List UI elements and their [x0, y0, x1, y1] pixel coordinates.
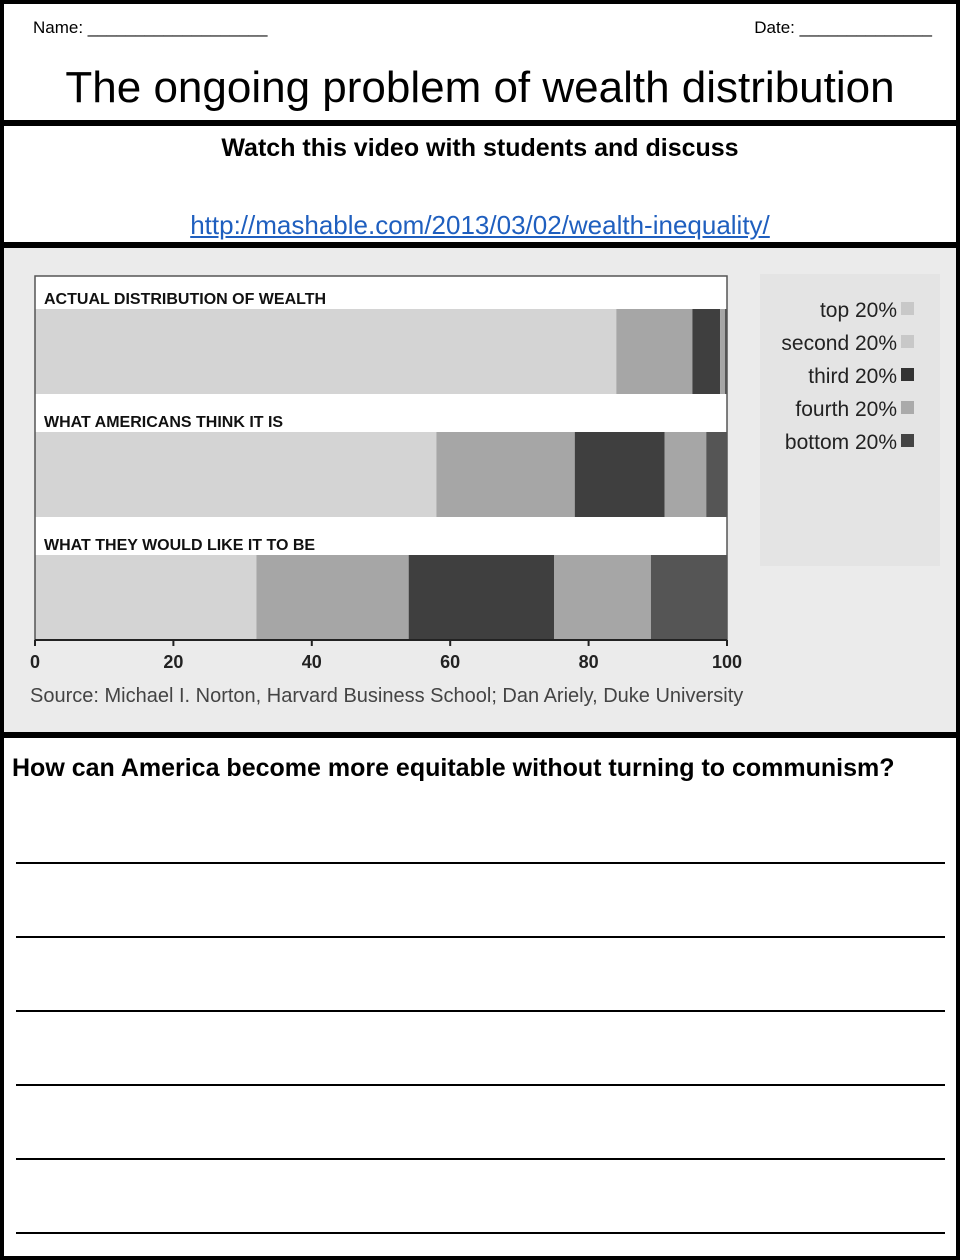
answer-line[interactable]: [16, 936, 945, 938]
legend-label: bottom 20%: [785, 431, 897, 454]
bar-segment: [724, 309, 727, 394]
header-section: Name: ___________________ Date: ________…: [4, 4, 956, 120]
legend-swatch: [901, 368, 914, 381]
legend-swatch: [901, 434, 914, 447]
bar-segment: [574, 432, 665, 517]
x-tick-label: 80: [579, 652, 599, 672]
legend-swatch: [901, 401, 914, 414]
section-divider: [4, 242, 956, 248]
row-label: WHAT AMERICANS THINK IT IS: [44, 414, 283, 431]
section-divider: [4, 732, 956, 738]
chart-source: Source: Michael I. Norton, Harvard Busin…: [30, 685, 743, 707]
question-section: How can America become more equitable wi…: [4, 738, 956, 1260]
x-tick-label: 20: [163, 652, 183, 672]
x-tick-label: 100: [712, 652, 742, 672]
bar-segment: [616, 309, 693, 394]
name-field[interactable]: Name: ___________________: [33, 18, 268, 37]
legend-label: top 20%: [820, 299, 897, 322]
chart-section: ACTUAL DISTRIBUTION OF WEALTH WHAT AMERIC…: [4, 248, 956, 732]
answer-line[interactable]: [16, 1158, 945, 1160]
x-tick-label: 0: [30, 652, 40, 672]
row-label: WHAT THEY WOULD LIKE IT TO BE: [44, 537, 315, 554]
bar-segment: [35, 555, 257, 640]
bar-segment: [35, 432, 437, 517]
video-section: Watch this video with students and discu…: [4, 126, 956, 242]
section-divider: [4, 120, 956, 126]
wealth-distribution-chart: ACTUAL DISTRIBUTION OF WEALTH WHAT AMERIC…: [4, 248, 956, 732]
bar-segment: [35, 309, 617, 394]
bar-segment: [720, 309, 725, 394]
legend-swatch: [901, 335, 914, 348]
discussion-question: How can America become more equitable wi…: [12, 754, 895, 782]
bar-segment: [664, 432, 707, 517]
chart-canvas: ACTUAL DISTRIBUTION OF WEALTH WHAT AMERIC…: [4, 248, 956, 732]
answer-line[interactable]: [16, 1084, 945, 1086]
date-field[interactable]: Date: ______________: [754, 18, 932, 37]
legend-label: third 20%: [808, 365, 897, 388]
bar-segment: [408, 555, 554, 640]
bar-segment: [554, 555, 651, 640]
bar-segment: [692, 309, 721, 394]
x-tick-label: 40: [302, 652, 322, 672]
legend-label: fourth 20%: [795, 398, 897, 421]
row-label: ACTUAL DISTRIBUTION OF WEALTH: [44, 291, 326, 308]
bar-segment: [256, 555, 409, 640]
page-title: The ongoing problem of wealth distributi…: [65, 63, 895, 112]
answer-line[interactable]: [16, 1232, 945, 1234]
answer-line[interactable]: [16, 862, 945, 864]
legend-label: second 20%: [781, 332, 897, 355]
legend-swatch: [901, 302, 914, 315]
bar-segment: [650, 555, 727, 640]
bar-segment: [706, 432, 727, 517]
bar-segment: [436, 432, 575, 517]
answer-line[interactable]: [16, 1010, 945, 1012]
legend-box: [760, 274, 940, 566]
video-link[interactable]: http://mashable.com/2013/03/02/wealth-in…: [190, 210, 770, 240]
x-tick-label: 60: [440, 652, 460, 672]
video-instruction: Watch this video with students and discu…: [221, 134, 739, 162]
